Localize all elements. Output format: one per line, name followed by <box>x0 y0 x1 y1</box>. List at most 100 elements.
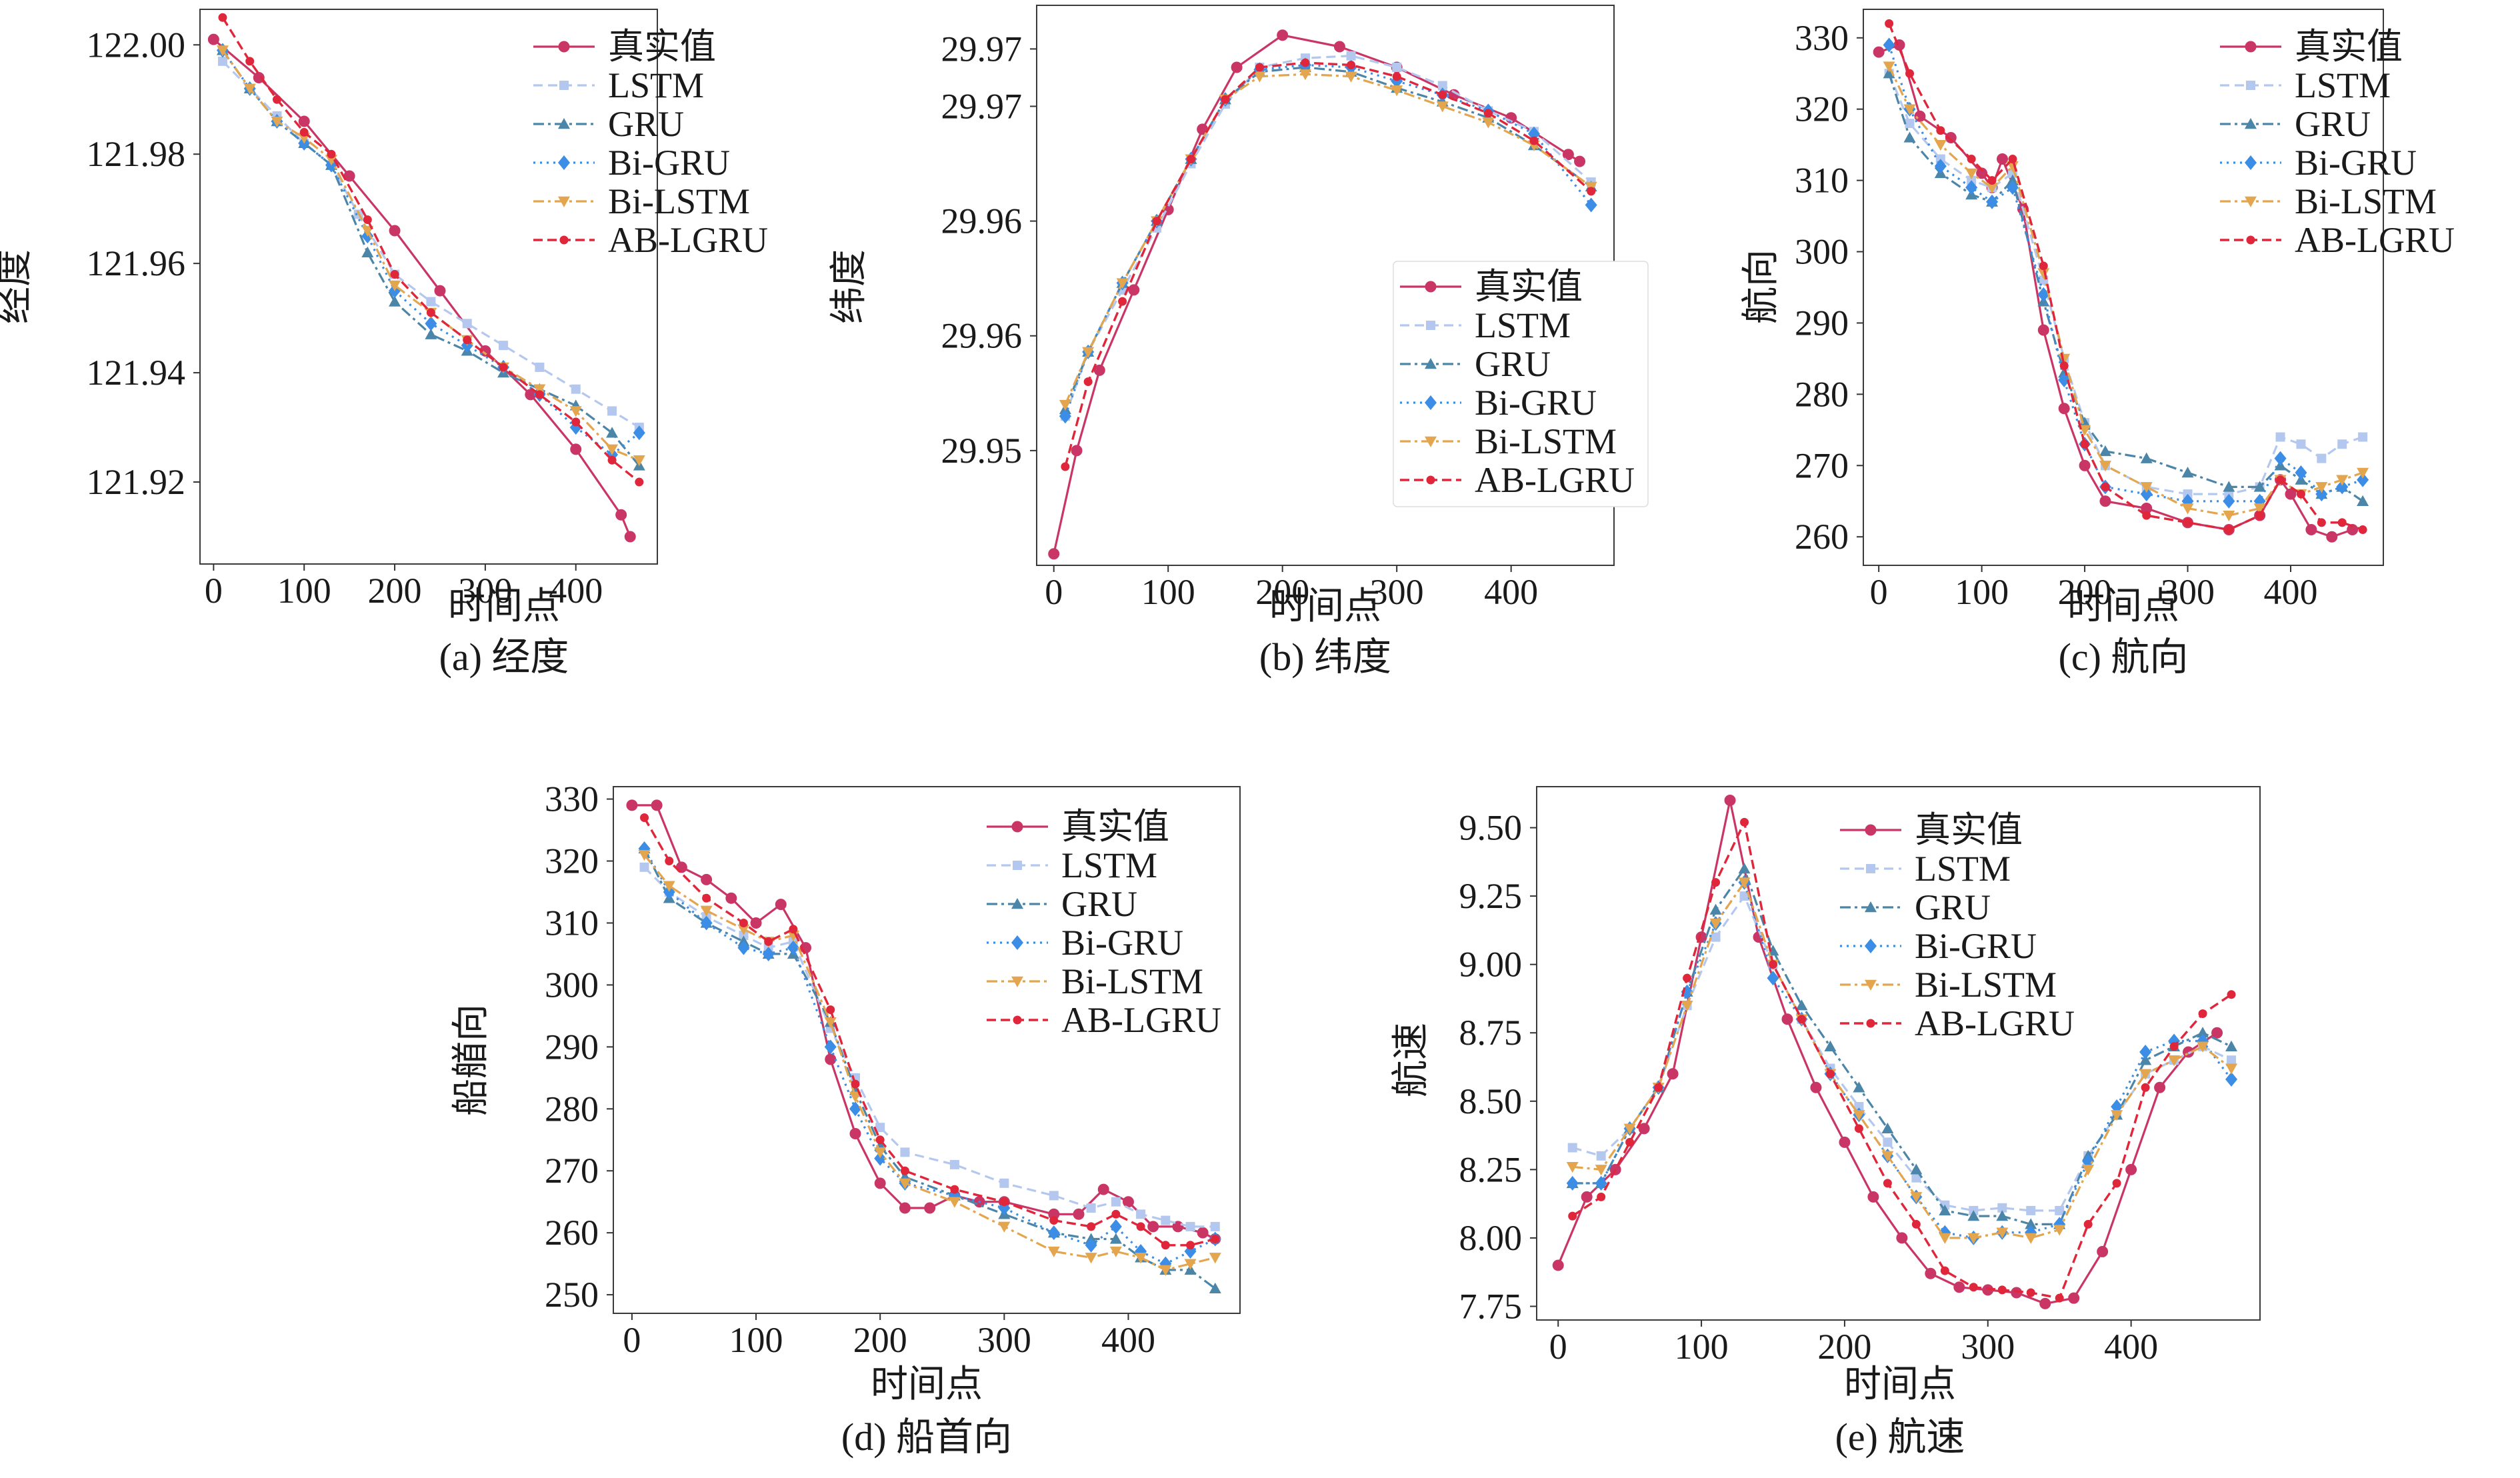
data-point <box>1574 155 1586 167</box>
x-tick-label: 100 <box>729 1320 783 1360</box>
legend-item-ab-lgru: AB-LGRU <box>1840 1003 2075 1043</box>
data-point <box>570 443 582 455</box>
data-point <box>2008 155 2017 164</box>
x-tick-label: 300 <box>1961 1327 2015 1367</box>
legend-item-gru: GRU <box>533 104 684 144</box>
data-point <box>1967 1210 1980 1221</box>
data-point <box>2154 1081 2166 1093</box>
legend-marker <box>558 41 570 53</box>
legend-marker <box>2246 235 2255 245</box>
data-point <box>2059 361 2069 371</box>
data-point <box>737 924 750 935</box>
data-point <box>2099 445 2111 457</box>
data-point <box>2274 451 2287 466</box>
x-tick-label: 200 <box>1255 572 1309 612</box>
data-point <box>499 363 508 372</box>
data-point <box>700 905 713 917</box>
series-line <box>1571 821 2232 1299</box>
x-tick-label: 0 <box>205 571 223 611</box>
legend-item-bi-gru: Bi-GRU <box>2220 143 2417 183</box>
y-tick-label: 8.50 <box>1459 1081 1523 1121</box>
legend-marker <box>2246 81 2255 90</box>
x-tick-label: 0 <box>1870 572 1888 612</box>
data-point <box>2223 510 2235 522</box>
legend-item-bi-lstm: Bi-LSTM <box>2220 181 2437 221</box>
chart-e: 0 100 200 300 400 9.50 9.25 9.00 8.75 8.50 8.25 8.0… <box>1391 786 2261 1459</box>
data-point <box>663 881 675 892</box>
x-tick-label: 400 <box>549 571 603 611</box>
data-point <box>1109 1246 1122 1258</box>
legend-item-lstm: LSTM <box>1840 849 2011 889</box>
data-point <box>998 1221 1011 1233</box>
data-point <box>725 892 737 904</box>
data-point <box>826 1005 835 1015</box>
data-point <box>2285 488 2297 500</box>
data-point <box>298 115 310 127</box>
data-point <box>2181 503 2194 515</box>
data-point <box>2111 1110 2123 1121</box>
data-point <box>1853 1110 1865 1121</box>
data-point <box>950 1185 959 1194</box>
data-point <box>1709 903 1722 915</box>
data-point <box>1795 999 1808 1011</box>
data-point <box>1609 1163 1621 1175</box>
legend-item-bi-gru: Bi-GRU <box>1840 926 2037 966</box>
data-point <box>1253 71 1266 83</box>
data-point <box>737 940 750 955</box>
data-point <box>245 57 255 66</box>
data-point <box>1210 1221 1220 1231</box>
data-point <box>1910 1192 1923 1203</box>
legend-marker <box>1425 436 1437 447</box>
data-point <box>2101 482 2110 491</box>
legend-item-ab-lgru: AB-LGRU <box>533 220 768 260</box>
legend-label: 真实值 <box>608 27 716 67</box>
data-point <box>874 1177 886 1189</box>
data-point <box>2037 268 2050 279</box>
legend-label: AB-LGRU <box>1475 460 1635 500</box>
data-point <box>824 1017 837 1029</box>
data-point <box>1667 1068 1679 1080</box>
data-point <box>1581 1191 1593 1203</box>
legend-marker <box>1865 824 1877 836</box>
data-point <box>1867 1191 1879 1203</box>
data-point <box>2082 1165 2095 1176</box>
data-point <box>1392 72 1401 81</box>
data-point <box>2083 1219 2093 1229</box>
data-point <box>2141 1083 2150 1092</box>
y-tick-label: 121.98 <box>87 134 186 174</box>
data-point <box>1681 1001 1693 1012</box>
data-point <box>1953 1281 1965 1293</box>
series-truth <box>626 799 1221 1245</box>
y-tick-label: 8.25 <box>1459 1149 1523 1189</box>
chart-caption: (c) 航向 <box>2059 635 2189 679</box>
series-truth <box>1048 29 1586 560</box>
data-point <box>1967 155 1976 164</box>
legend-item-gru: GRU <box>2220 104 2371 144</box>
legend-label: AB-LGRU <box>2295 220 2455 260</box>
y-tick-label: 29.95 <box>941 431 1023 471</box>
plot-frame <box>1536 786 2261 1321</box>
legend-item-truth: 真实值 <box>2220 27 2403 67</box>
data-point <box>1625 1137 1635 1147</box>
legend-marker <box>1865 901 1877 913</box>
series-line <box>221 49 640 461</box>
data-point <box>2055 1205 2065 1215</box>
legend-label: Bi-GRU <box>1061 923 1183 963</box>
data-point <box>1997 1203 2007 1213</box>
data-point <box>874 1147 887 1159</box>
data-point <box>1769 960 1778 969</box>
x-axis-label: 时间点 <box>1844 1364 1956 1405</box>
x-tick-label: 0 <box>1549 1327 1567 1367</box>
legend-label: Bi-LSTM <box>608 181 750 221</box>
data-point <box>1905 69 1915 78</box>
data-point <box>1109 1233 1122 1244</box>
data-point <box>1136 1209 1146 1219</box>
data-point <box>825 1053 837 1065</box>
data-point <box>1255 63 1264 72</box>
y-tick-label: 121.96 <box>87 243 186 283</box>
x-tick-label: 0 <box>1045 572 1063 612</box>
legend-label: Bi-GRU <box>2295 143 2417 183</box>
data-point <box>2139 1054 2152 1065</box>
data-point <box>606 427 619 438</box>
legend-label: GRU <box>1915 887 1991 927</box>
